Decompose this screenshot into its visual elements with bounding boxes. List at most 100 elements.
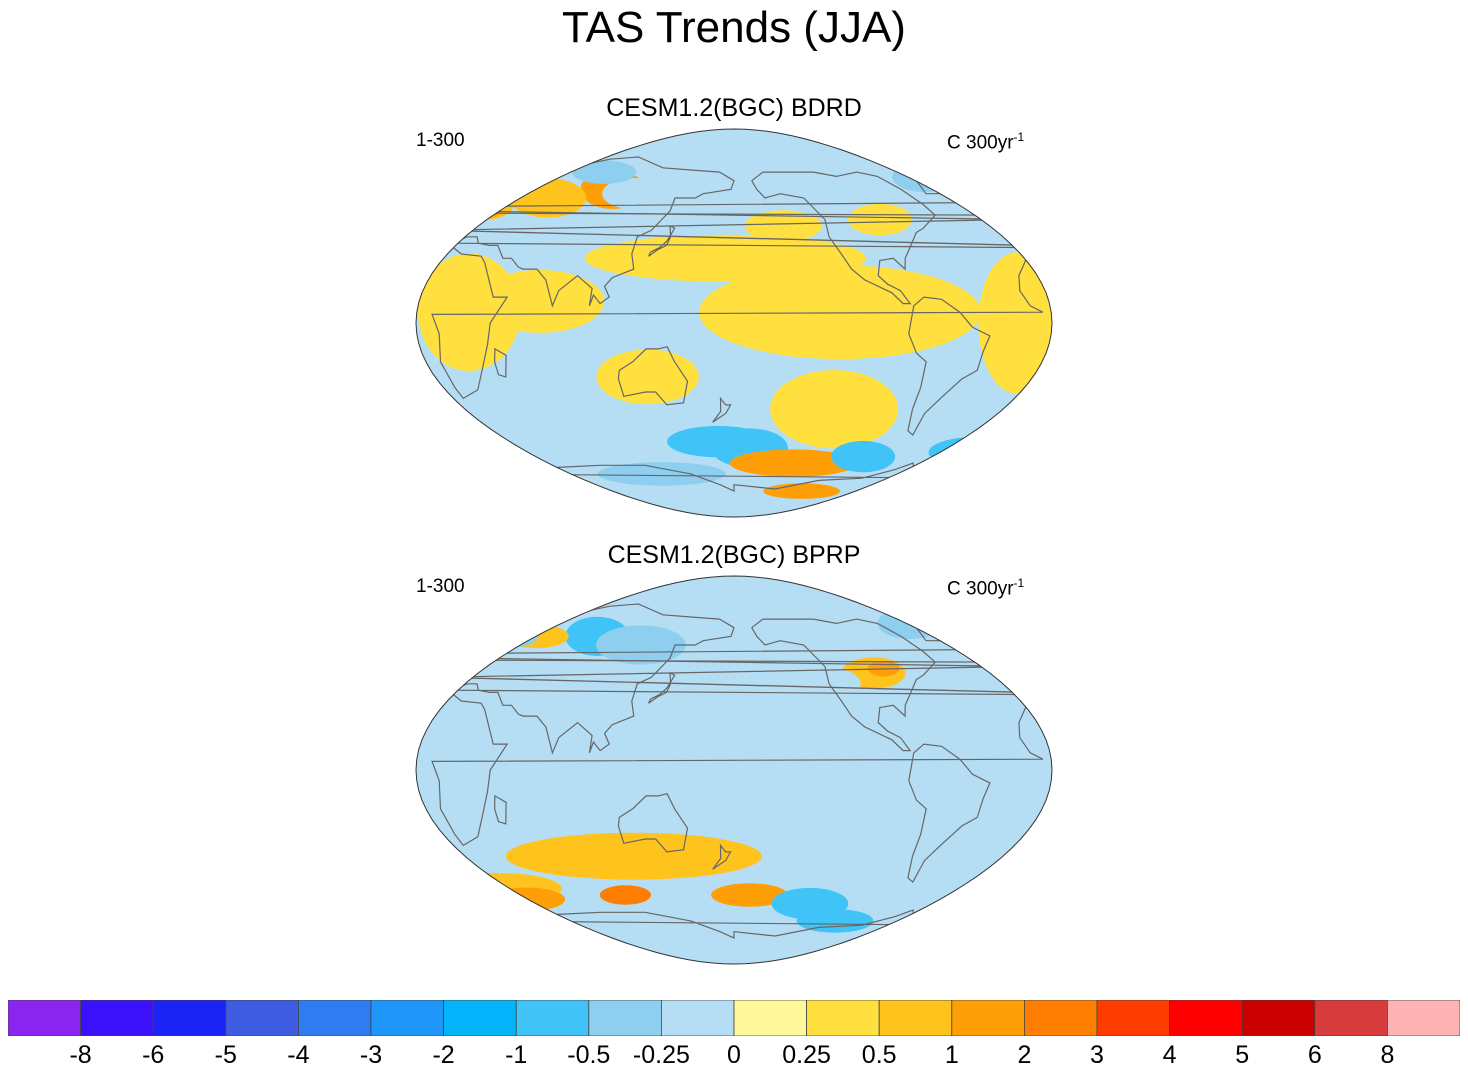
coastline-australia — [617, 792, 689, 853]
colorbar-tick-label: 0.5 — [861, 1041, 897, 1069]
colorbar-swatch — [1314, 1000, 1388, 1036]
coastline-australia — [617, 345, 689, 406]
panel-2-title: CESM1.2(BGC) BPRP — [607, 541, 861, 569]
colorbar-tick-label: 0 — [727, 1041, 741, 1069]
trend-region — [474, 624, 539, 649]
colorbar-tick-label: -3 — [359, 1041, 383, 1069]
trend-region — [763, 483, 841, 499]
colorbar-tick-label: -6 — [142, 1041, 165, 1069]
trend-region — [707, 660, 861, 708]
coastline-japan — [648, 225, 676, 257]
trend-region — [699, 265, 981, 360]
colorbar-tick-label: 5 — [1235, 1041, 1250, 1069]
colorbar — [8, 1000, 1460, 1036]
trend-region — [596, 625, 686, 665]
colorbar-tick-label: 8 — [1380, 1041, 1395, 1069]
trend-region — [745, 764, 899, 819]
colorbar-swatch — [806, 1000, 880, 1036]
trend-region — [420, 772, 485, 812]
colorbar-tick-label: -1 — [505, 1041, 528, 1069]
trend-region — [877, 607, 942, 640]
coastline-antarctica — [474, 909, 962, 940]
figure-title: TAS Trends (JJA) — [562, 3, 906, 52]
coastline-samerica — [907, 743, 991, 884]
coastline-namerica — [751, 171, 937, 305]
trend-region — [416, 683, 768, 857]
trend-region — [928, 436, 1031, 468]
colorbar-tick-label: 1 — [944, 1041, 959, 1069]
panel-1-map — [415, 128, 1053, 518]
colorbar-swatch — [1387, 1000, 1460, 1036]
colorbar-tick-label: 4 — [1162, 1041, 1177, 1069]
trend-region — [423, 911, 526, 931]
colorbar-swatch — [515, 1000, 590, 1036]
colorbar-tick-label: -2 — [432, 1041, 455, 1069]
panel-1-units-label: C 300yr-1 — [947, 130, 1025, 154]
trend-region — [462, 628, 514, 653]
trend-region — [488, 887, 566, 912]
coastline-africa — [431, 689, 1044, 847]
colorbar-tick-label: -4 — [287, 1041, 310, 1069]
colorbar-swatch — [661, 1000, 735, 1036]
colorbar-tick-label: 2 — [1017, 1041, 1032, 1069]
colorbar-tick-label: 3 — [1090, 1041, 1104, 1069]
colorbar-swatch — [1024, 1000, 1098, 1036]
colorbar-swatch — [1169, 1000, 1243, 1036]
colorbar-swatch — [370, 1000, 444, 1036]
colorbar-swatch — [443, 1000, 517, 1036]
panel-1-title: CESM1.2(BGC) BDRD — [606, 94, 862, 122]
trend-region — [450, 188, 514, 221]
coastline-namerica — [751, 618, 937, 752]
colorbar-swatch — [878, 1000, 953, 1036]
panel-1-period-label: 1-300 — [416, 130, 465, 151]
panel-2-map — [415, 575, 1053, 965]
coastline-nzealand — [712, 843, 732, 870]
trend-region — [744, 210, 822, 242]
trend-region — [711, 883, 788, 907]
trend-region — [462, 203, 501, 219]
trend-region — [602, 178, 667, 210]
colorbar-tick-label: -8 — [69, 1041, 92, 1069]
trend-region — [597, 462, 726, 486]
colorbar-swatch — [297, 1000, 372, 1036]
colorbar-tick-label: -0.5 — [567, 1041, 611, 1069]
coastline-madagascar — [493, 794, 507, 825]
trend-region — [599, 885, 651, 905]
panel-2-period-label: 1-300 — [416, 576, 465, 597]
coastline-japan — [648, 672, 676, 704]
panel-2-units-label: C 300yr-1 — [947, 576, 1025, 600]
colorbar-tick-label: 0.25 — [782, 1041, 831, 1069]
map-outline — [415, 128, 1053, 518]
trend-region — [572, 160, 637, 184]
trend-region — [978, 252, 1052, 394]
map-outline — [415, 575, 1053, 965]
colorbar-tick-label: 6 — [1307, 1041, 1322, 1069]
colorbar-swatch — [588, 1000, 662, 1036]
trend-region — [469, 453, 521, 473]
colorbar-tick-label: -5 — [214, 1041, 237, 1069]
colorbar-tick-label: -0.25 — [632, 1041, 690, 1069]
trend-region — [416, 401, 453, 418]
colorbar-swatch — [951, 1000, 1025, 1036]
colorbar-swatch — [1241, 1000, 1316, 1036]
trend-region — [892, 160, 957, 193]
trend-region — [505, 832, 762, 880]
coastline-samerica — [907, 296, 991, 437]
trend-region — [476, 270, 605, 333]
coastline-madagascar — [493, 347, 507, 378]
trend-region — [831, 440, 896, 473]
coastline-nzealand — [712, 396, 732, 423]
trend-region — [848, 203, 912, 236]
trend-region — [729, 449, 858, 477]
coastline-africa — [431, 242, 1044, 400]
trend-region — [770, 370, 899, 449]
colorbar-swatch — [152, 1000, 227, 1036]
colorbar-swatch — [1096, 1000, 1170, 1036]
coastline-antarctica — [474, 462, 962, 493]
colorbar-swatch — [80, 1000, 154, 1036]
trend-region — [596, 349, 699, 405]
trend-region — [796, 909, 874, 933]
colorbar-swatch — [8, 1000, 81, 1036]
colorbar-swatch — [733, 1000, 807, 1036]
colorbar-swatch — [225, 1000, 299, 1036]
